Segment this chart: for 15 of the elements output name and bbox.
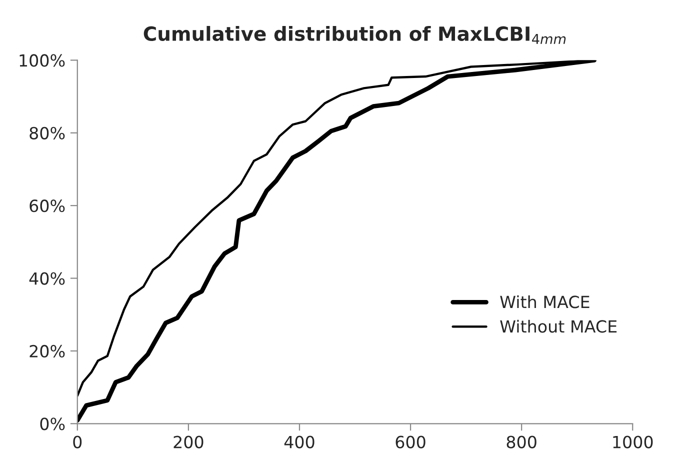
x-tick-label: 800	[506, 436, 536, 448]
x-tick-label: 0	[73, 436, 82, 448]
chart-title: Cumulative distribution of MaxLCBI$_{4mm}$	[144, 26, 566, 44]
x-tick-label: 200	[174, 436, 204, 448]
y-tick-label: 60%	[30, 200, 65, 212]
legend-label: Without MACE	[500, 320, 617, 333]
y-tick-label: 100%	[20, 54, 65, 67]
x-tick-label: 1000	[613, 436, 653, 448]
y-tick-label: 0%	[40, 418, 65, 430]
x-tick-label: 600	[396, 436, 426, 448]
y-tick-label: 40%	[29, 272, 65, 285]
y-tick-label: 80%	[30, 126, 65, 140]
x-tick-label: 400	[284, 436, 314, 448]
y-tick-label: 20%	[30, 344, 65, 358]
legend-label: With MACE	[500, 295, 590, 308]
